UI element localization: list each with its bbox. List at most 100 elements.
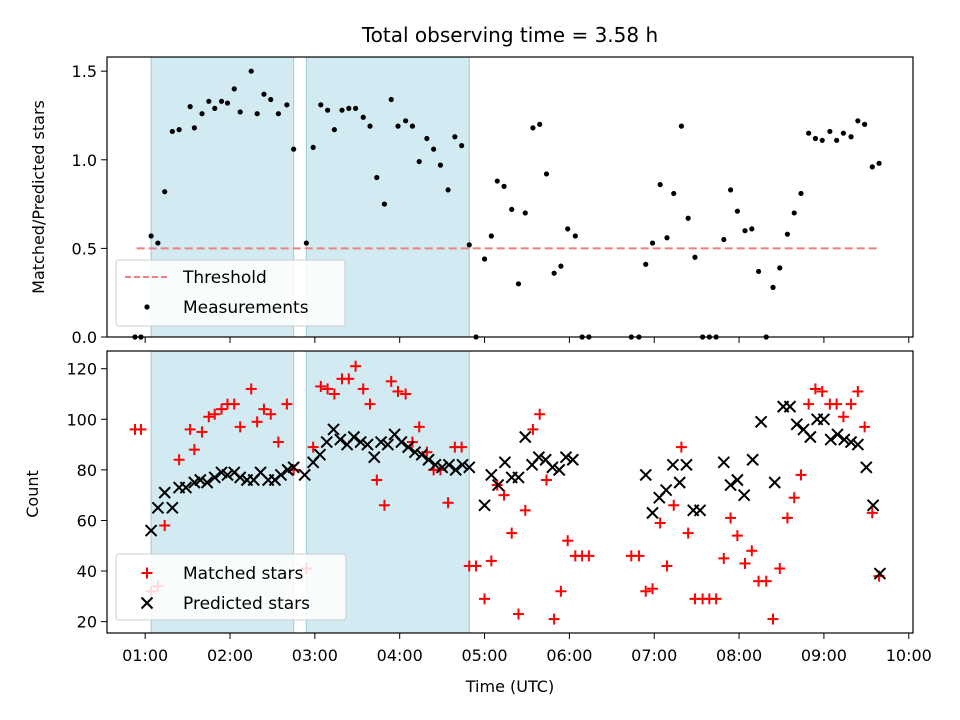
measurement-point — [494, 178, 500, 184]
predicted-star-point — [639, 468, 652, 482]
x-tick-label: 09:00 — [801, 646, 847, 665]
matched-star-point — [307, 441, 319, 453]
measurement-point — [212, 105, 218, 111]
predicted-star-point — [754, 415, 768, 429]
matched-stars-legend-label: Matched stars — [183, 564, 303, 584]
predicted-star-point — [374, 435, 388, 449]
x-stroke-b — [361, 438, 374, 451]
measurement-point — [862, 121, 868, 127]
x-stroke-b — [254, 466, 267, 479]
measurement-point — [339, 107, 345, 113]
measurement-point — [657, 181, 663, 188]
y-tick-label: 1.0 — [72, 151, 97, 170]
bottom-x-axis: 01:00 02:00 03:00 04:00 05:00 06:00 07:00 08:00… — [122, 633, 932, 665]
x-stroke-b — [320, 435, 333, 449]
measurement-point — [488, 233, 494, 239]
bottom-y-axis: 20 40 60 80 100 120 — [66, 360, 107, 632]
y-tick-label: 80 — [77, 461, 97, 480]
predicted-star-point — [724, 478, 737, 492]
measurement-point — [431, 146, 437, 152]
predicted-star-point — [320, 435, 333, 449]
x-stroke-b — [860, 461, 873, 474]
measurement-point — [819, 137, 825, 143]
x-tick-label: 03:00 — [292, 646, 338, 665]
measurement-point — [275, 111, 281, 117]
y-tick-label: 20 — [77, 613, 97, 632]
matched-star-point — [400, 388, 412, 400]
measurement-point — [840, 130, 847, 136]
matched-star-point — [196, 426, 208, 438]
predicted-star-point — [313, 448, 327, 461]
matched-stars-legend-marker — [141, 567, 153, 579]
x-stroke-b — [200, 476, 214, 489]
bottom-panel: 20 40 60 80 100 120 01:00 02:00 03:00 04:00 05:00… — [23, 350, 932, 665]
predicted-star-point — [395, 435, 408, 449]
predicted-star-point — [851, 438, 865, 451]
x-stroke-b — [401, 440, 415, 454]
matched-star-point — [781, 512, 793, 524]
measurement-point — [374, 174, 380, 181]
predicted-star-point — [449, 463, 462, 477]
matched-star-point — [343, 373, 355, 385]
predicted-star-point — [546, 461, 559, 474]
measurement-point — [855, 118, 861, 124]
measurement-point — [231, 86, 237, 92]
x-stroke-b — [158, 486, 171, 499]
x-tick-label: 08:00 — [716, 646, 762, 665]
matched-star-point — [184, 423, 196, 435]
predicted-star-point — [200, 476, 214, 489]
matched-star-point — [767, 613, 779, 625]
measurement-point — [643, 261, 649, 267]
x-stroke-b — [646, 506, 659, 520]
measurement-point — [445, 187, 451, 193]
matched-star-point — [654, 517, 666, 529]
measurement-point — [199, 111, 205, 117]
x-tick-label: 07:00 — [631, 646, 677, 665]
predicted-star-point — [717, 456, 731, 469]
measurement-point — [678, 123, 684, 129]
matched-star-point — [173, 454, 185, 466]
measurement-point — [572, 233, 578, 239]
x-stroke-b — [693, 504, 707, 517]
x-stroke-b — [659, 483, 673, 497]
matched-star-point — [378, 499, 390, 511]
x-stroke-b — [194, 473, 207, 487]
measurement-point — [248, 68, 254, 74]
matched-star-point — [258, 403, 270, 415]
measurement-point — [755, 268, 762, 275]
predicted-star-point — [838, 433, 851, 446]
x-stroke-b — [449, 463, 462, 477]
measurement-point — [352, 105, 359, 111]
measurement-point — [551, 270, 557, 276]
measurement-point — [416, 158, 422, 165]
measurement-point — [381, 201, 388, 207]
predicted-star-point — [208, 471, 221, 484]
predicted-star-point — [824, 433, 837, 446]
matched-star-point — [562, 535, 574, 547]
measurement-point — [237, 109, 243, 115]
x-stroke-b — [553, 463, 566, 477]
matched-star-point — [527, 423, 539, 435]
predicted-star-point — [415, 448, 428, 461]
matched-star-point — [228, 398, 240, 410]
predicted-star-point — [429, 458, 442, 472]
matched-star-point — [364, 398, 376, 410]
x-tick-label: 05:00 — [461, 646, 507, 665]
y-tick-label: 1.5 — [72, 62, 97, 81]
matched-star-point — [245, 383, 257, 395]
matched-star-point — [456, 441, 468, 453]
x-stroke-b — [737, 488, 751, 502]
x-stroke-b — [512, 471, 525, 484]
matched-star-point — [640, 585, 652, 597]
measurement-point — [331, 127, 337, 133]
plus-glyph — [141, 567, 153, 579]
predicted-star-point — [680, 458, 693, 472]
measurement-point — [671, 190, 677, 197]
predicted-star-point — [817, 413, 831, 426]
measurement-point — [869, 164, 875, 170]
x-stroke-b — [539, 453, 552, 466]
bottom-legend-box — [115, 553, 347, 621]
matched-star-point — [774, 563, 786, 575]
x-stroke-b — [144, 524, 158, 537]
x-stroke-b — [731, 473, 744, 487]
